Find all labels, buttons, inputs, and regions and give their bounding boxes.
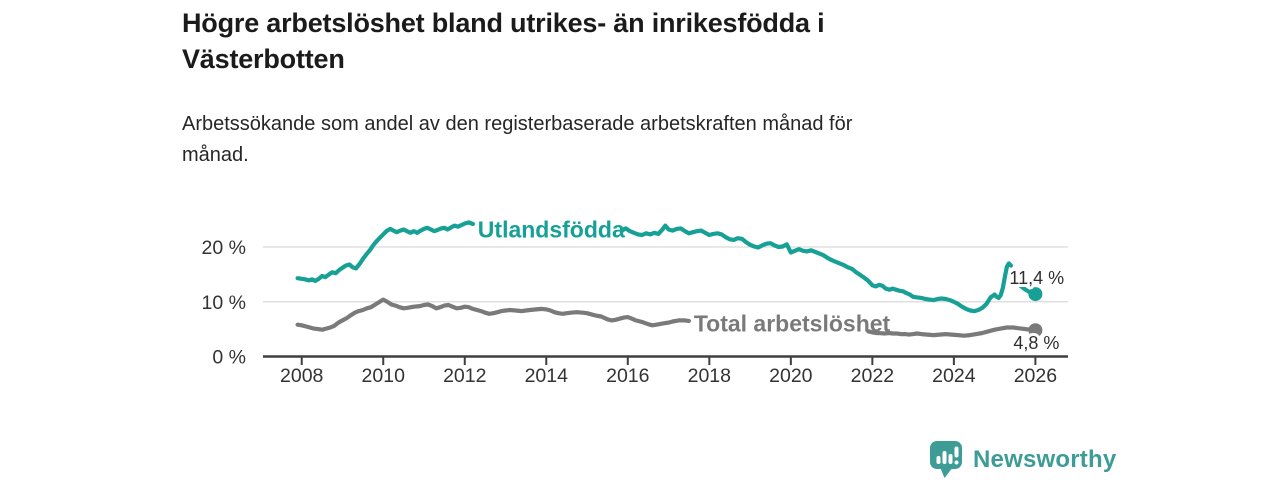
x-tick-label-2014: 2014 — [525, 365, 569, 387]
end-dot-utlandsf-dda — [1028, 287, 1043, 302]
x-tick-label-2020: 2020 — [769, 365, 813, 387]
brand-name: Newsworthy — [973, 445, 1117, 473]
end-value-label-total-arbetsl-shet: 4,8 % — [1013, 333, 1059, 353]
end-dot-total-arbetsl-shet — [1028, 323, 1043, 338]
series-line-total-arbetsl-shet-0 — [295, 297, 691, 332]
newsworthy-logo-icon — [930, 441, 962, 478]
x-tick-label-2008: 2008 — [280, 365, 323, 387]
page-title: Högre arbetslöshet bland utrikes- än inr… — [182, 5, 825, 77]
series-line-total-arbetsl-shet-1 — [866, 325, 1038, 338]
y-tick-label-20: 20 % — [202, 237, 246, 259]
brand-footer: Newsworthy — [929, 440, 1116, 479]
y-tick-label-0: 0 % — [212, 347, 246, 369]
y-tick-label-10: 10 % — [202, 292, 246, 314]
end-value-label-utlandsf-dda: 11,4 % — [1009, 268, 1064, 288]
chart-subtitle: Arbetssökande som andel av den registerb… — [182, 109, 852, 171]
title-line-1: Högre arbetslöshet bland utrikes- än inr… — [182, 8, 825, 38]
x-tick-label-2018: 2018 — [688, 365, 731, 387]
series-utlandsf-dda: Utlandsfödda 11,4 % — [295, 217, 1067, 314]
series-total-arbetsl-shet: Total arbetslöshet 4,8 % — [295, 297, 1062, 356]
x-tick-label-2012: 2012 — [443, 365, 486, 387]
x-tick-label-2024: 2024 — [932, 365, 976, 387]
x-tick-label-2010: 2010 — [362, 365, 406, 387]
subtitle-line-1: Arbetssökande som andel av den registerb… — [182, 113, 853, 135]
series-line-utlandsf-dda-1 — [619, 223, 1013, 314]
series-line-utlandsf-dda-0 — [295, 220, 475, 283]
series-label-total-arbetsl-shet: Total arbetslöshet — [694, 311, 891, 337]
gridlines — [263, 246, 1068, 303]
x-tick-label-2026: 2026 — [1014, 365, 1057, 387]
series-label-utlandsf-dda: Utlandsfödda — [478, 217, 625, 243]
y-axis: 0 % 10 % 20 % — [202, 237, 246, 369]
title-line-2: Västerbotten — [182, 44, 345, 74]
subtitle-line-2: månad. — [182, 144, 249, 166]
x-tick-label-2016: 2016 — [606, 365, 649, 387]
x-tick-label-2022: 2022 — [851, 365, 894, 387]
x-axis: 2008 2010 2012 2014 2016 2018 2020 2022 2024 2026 — [263, 355, 1068, 387]
